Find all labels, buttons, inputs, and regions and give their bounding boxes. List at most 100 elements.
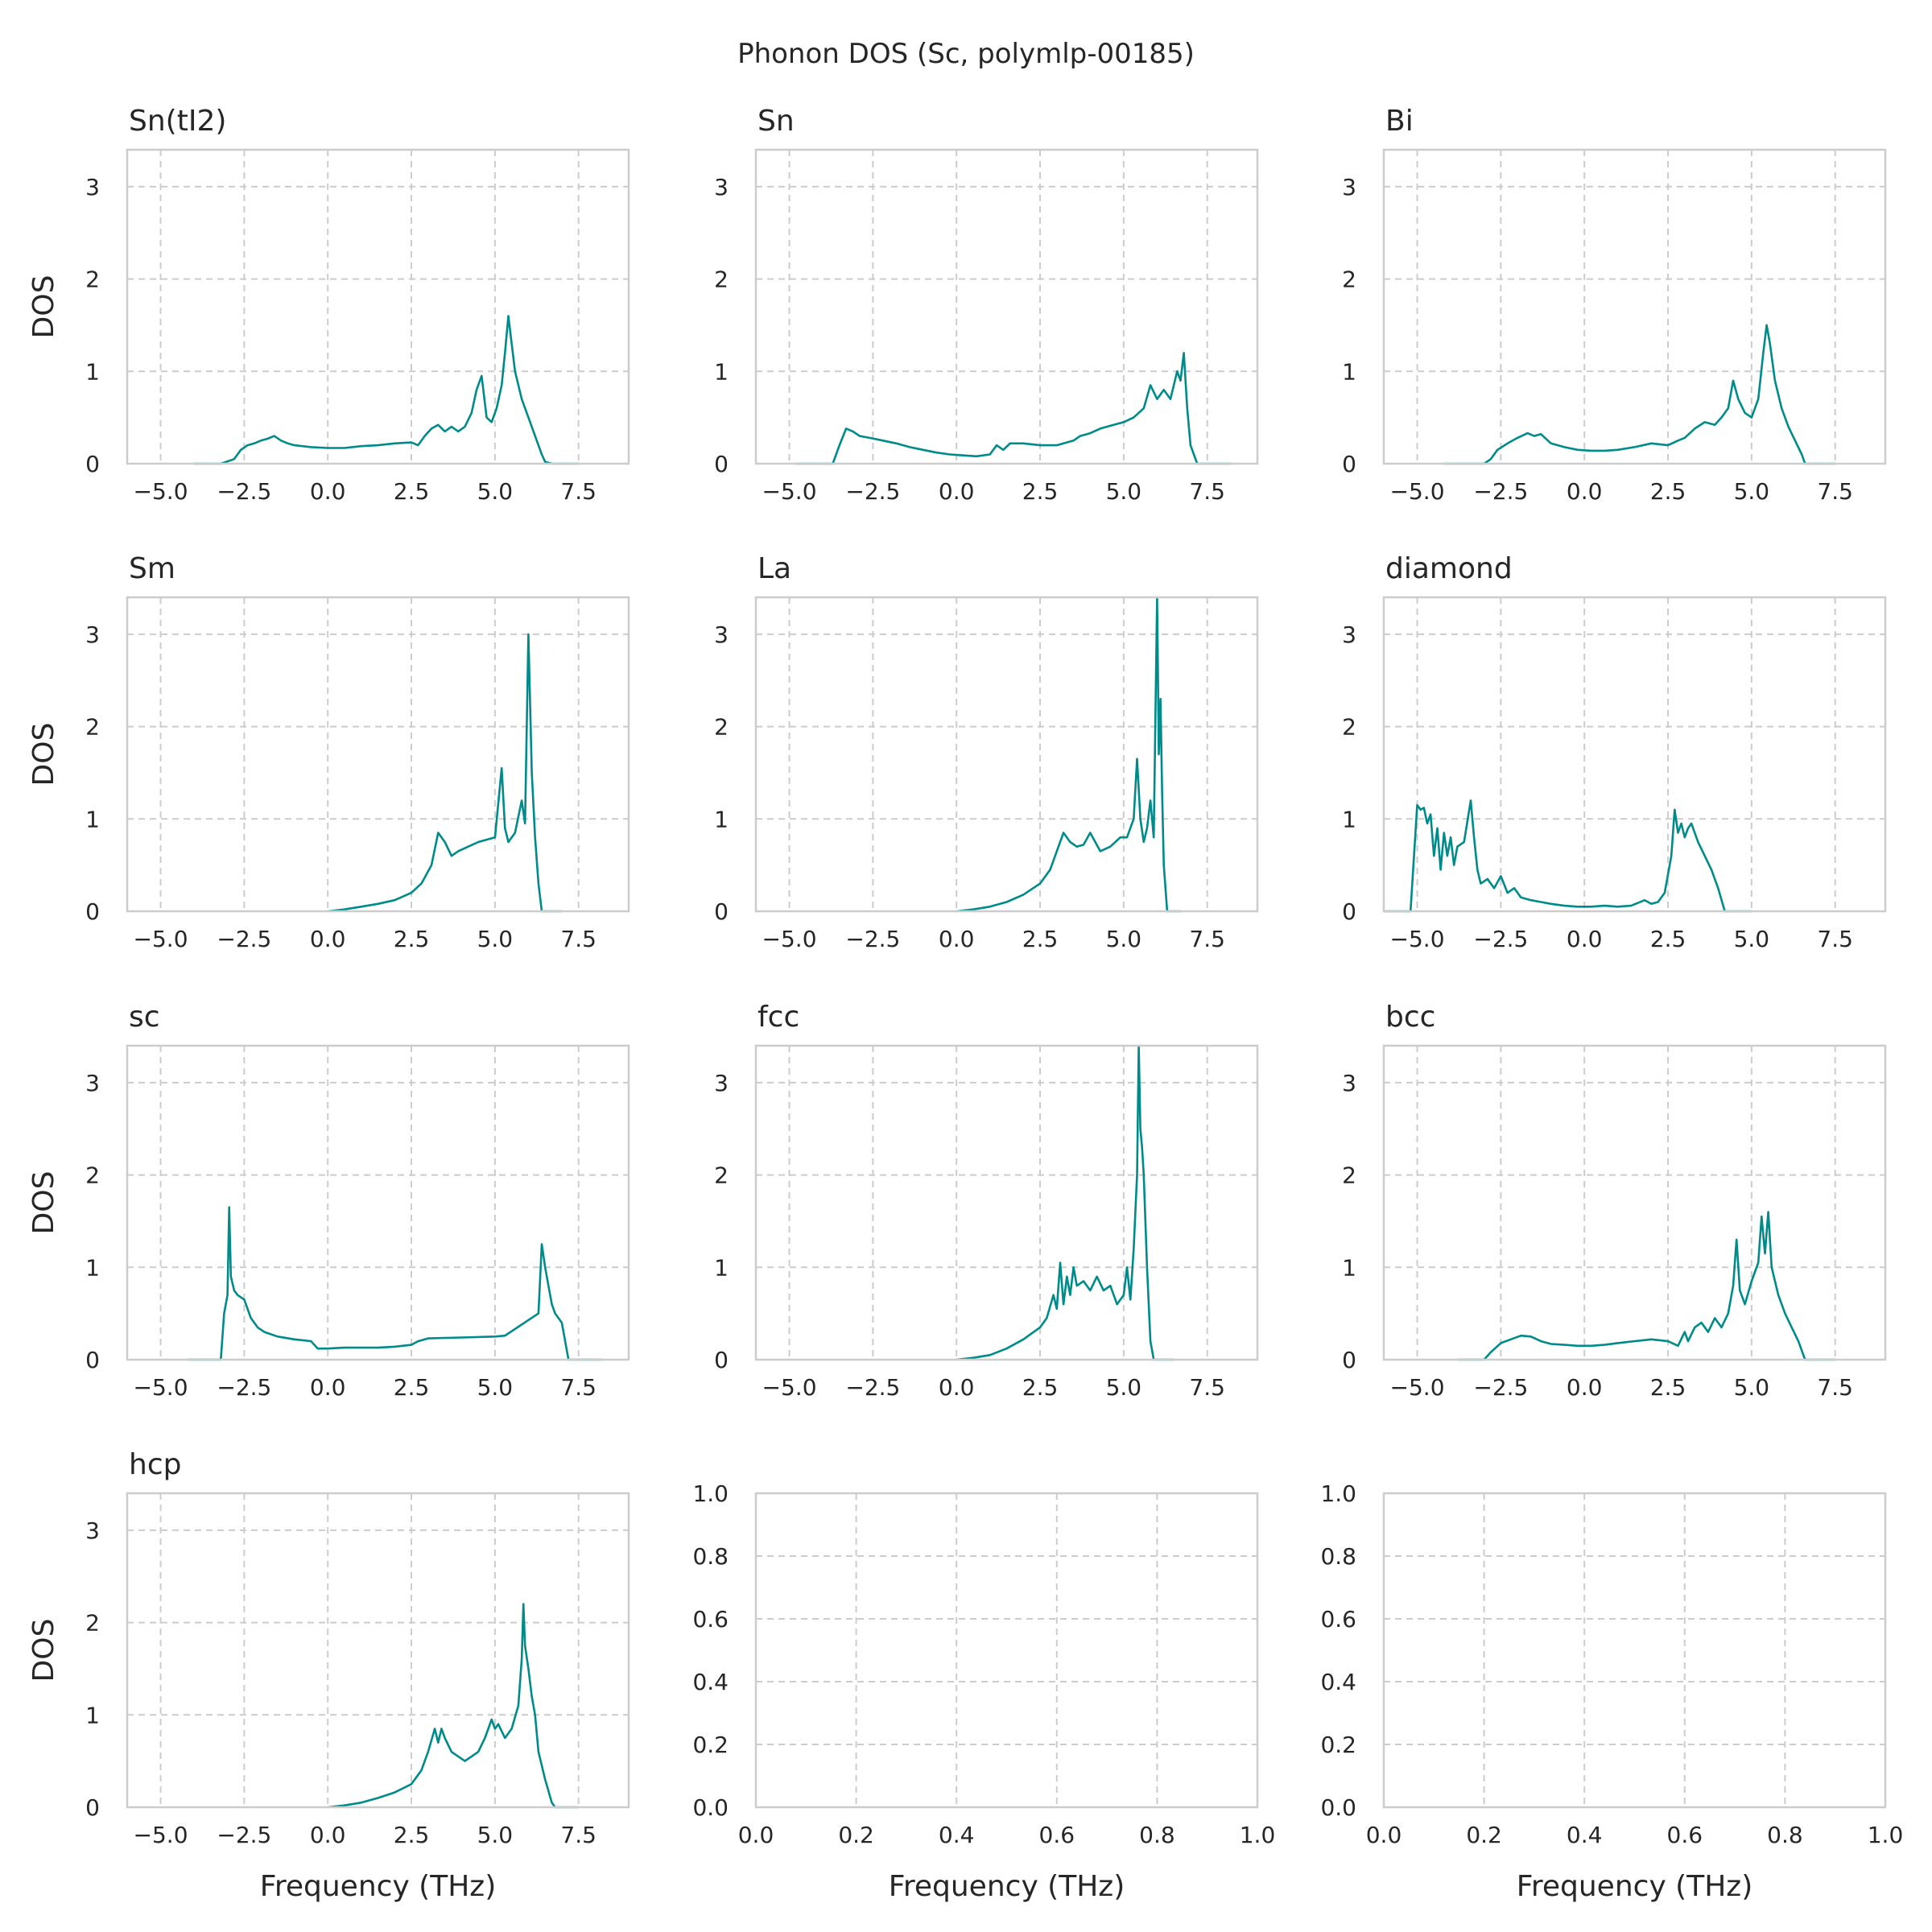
dos-series-line <box>1457 1211 1835 1361</box>
y-tick-label: 2 <box>1342 714 1356 741</box>
y-tick-label: 2 <box>85 266 100 293</box>
x-tick-label: 7.5 <box>1189 478 1225 505</box>
axes-frame <box>126 596 630 913</box>
y-tick-label: 3 <box>85 1517 100 1544</box>
y-tick-label: 0.8 <box>1320 1543 1356 1570</box>
axes-frame <box>126 1492 630 1809</box>
x-tick-label: 7.5 <box>560 926 597 952</box>
axes-frame <box>126 148 630 465</box>
x-tick-label: 2.5 <box>1022 1374 1059 1401</box>
x-tick-label: 2.5 <box>394 1374 430 1401</box>
x-tick-label: 2.5 <box>1650 1374 1686 1401</box>
y-tick-label: 0.2 <box>1320 1732 1356 1758</box>
y-tick-label: 0.4 <box>692 1669 729 1695</box>
x-tick-label: 2.5 <box>394 926 430 952</box>
x-tick-label: −5.0 <box>1390 1374 1445 1401</box>
dos-series-line <box>328 633 562 913</box>
subplot-2: −5.0 −2.5 0.0 2.5 5.0 7.5 0 1 2 3 Sn <box>714 105 1259 505</box>
axes-frame <box>754 148 1259 465</box>
dos-series-line <box>956 596 1181 913</box>
x-tick-label: 0.8 <box>1767 1822 1803 1848</box>
x-tick-label: 0.2 <box>838 1822 874 1848</box>
y-tick-label: 3 <box>1342 1070 1356 1096</box>
subplot-title: Sm <box>129 552 175 585</box>
y-tick-label: 1 <box>714 358 729 385</box>
x-tick-label: −2.5 <box>1473 1374 1528 1401</box>
x-tick-label: 2.5 <box>394 478 430 505</box>
dos-series-line <box>194 315 579 465</box>
x-tick-label: 0.0 <box>310 478 346 505</box>
x-tick-label: 5.0 <box>477 478 514 505</box>
x-tick-label: −2.5 <box>845 1374 900 1401</box>
x-tick-label: 0.0 <box>310 926 346 952</box>
y-tick-label: 1 <box>85 358 100 385</box>
x-tick-label: 7.5 <box>1189 1374 1225 1401</box>
x-tick-label: 0.0 <box>310 1374 346 1401</box>
x-tick-label: 5.0 <box>1106 1374 1142 1401</box>
y-tick-label: 0.8 <box>692 1543 729 1570</box>
y-tick-label: 0 <box>1342 898 1356 925</box>
x-tick-label: 2.5 <box>1022 478 1059 505</box>
axes-frame <box>754 596 1259 913</box>
y-tick-label: 0 <box>714 1347 729 1373</box>
y-tick-label: 0 <box>85 1794 100 1821</box>
x-tick-label: 5.0 <box>477 1374 514 1401</box>
y-tick-label: 3 <box>1342 174 1356 200</box>
x-tick-label: 0.0 <box>1567 1374 1603 1401</box>
y-axis-label: DOS <box>27 275 60 339</box>
x-tick-label: −5.0 <box>1390 478 1445 505</box>
x-tick-label: 2.5 <box>1650 926 1686 952</box>
y-tick-label: 0 <box>85 1347 100 1373</box>
y-tick-label: 1 <box>85 1702 100 1728</box>
x-tick-label: 0.0 <box>738 1822 774 1848</box>
axes-frame <box>1382 148 1887 465</box>
subplot-5: −5.0 −2.5 0.0 2.5 5.0 7.5 0 1 2 3 La <box>714 552 1259 952</box>
subplot-title: hcp <box>129 1448 181 1481</box>
y-tick-label: 3 <box>85 174 100 200</box>
axes-frame <box>754 1492 1259 1809</box>
x-tick-label: 0.0 <box>310 1822 346 1848</box>
x-tick-label: 0.6 <box>1039 1822 1075 1848</box>
dos-series-line <box>1443 324 1835 465</box>
figure-title: Phonon DOS (Sc, polymlp-00185) <box>737 38 1195 70</box>
x-tick-label: 7.5 <box>560 1374 597 1401</box>
y-tick-label: 0 <box>714 451 729 477</box>
subplot-title: bcc <box>1385 1001 1435 1034</box>
y-tick-label: 1.0 <box>692 1480 729 1507</box>
x-tick-label: −5.0 <box>134 478 188 505</box>
x-tick-label: 7.5 <box>1189 926 1225 952</box>
dos-series-line <box>187 1206 602 1361</box>
x-tick-label: 7.5 <box>1817 478 1853 505</box>
subplot-title: Bi <box>1385 105 1414 138</box>
subplot-12: 0.0 0.2 0.4 0.6 0.8 1.0 0.0 0.2 0.4 0.6 0.8 1.0 Freq… <box>1320 1480 1903 1903</box>
y-tick-label: 0 <box>1342 1347 1356 1373</box>
y-tick-label: 0.0 <box>692 1794 729 1821</box>
x-tick-label: −5.0 <box>762 478 817 505</box>
y-tick-label: 2 <box>1342 266 1356 293</box>
x-tick-label: 0.4 <box>939 1822 975 1848</box>
y-tick-label: 2 <box>1342 1162 1356 1189</box>
x-tick-label: 0.0 <box>1567 926 1603 952</box>
x-tick-label: −2.5 <box>845 926 900 952</box>
x-tick-label: −5.0 <box>762 926 817 952</box>
x-tick-label: 0.0 <box>939 1374 975 1401</box>
x-axis-label: Frequency (THz) <box>889 1870 1125 1903</box>
y-tick-label: 2 <box>85 1610 100 1637</box>
x-tick-label: −2.5 <box>1473 478 1528 505</box>
subplot-11: 0.0 0.2 0.4 0.6 0.8 1.0 0.0 0.2 0.4 0.6 0.8 1.0 Freq… <box>692 1480 1275 1903</box>
dos-series-line <box>1384 799 1752 913</box>
x-tick-label: −5.0 <box>762 1374 817 1401</box>
x-tick-label: −2.5 <box>217 478 271 505</box>
subplot-7: −5.0 −2.5 0.0 2.5 5.0 7.5 0 1 2 3 sc DOS <box>27 1001 630 1401</box>
axes-frame <box>1382 596 1887 913</box>
subplot-4: −5.0 −2.5 0.0 2.5 5.0 7.5 0 1 2 3 Sm DOS <box>27 552 630 952</box>
x-tick-label: 5.0 <box>1106 926 1142 952</box>
x-tick-label: −2.5 <box>217 1822 271 1848</box>
x-tick-label: −5.0 <box>134 1374 188 1401</box>
subplot-10: −5.0 −2.5 0.0 2.5 5.0 7.5 0 1 2 3 hcp DOS Frequency … <box>27 1448 630 1903</box>
y-tick-label: 2 <box>714 1162 729 1189</box>
subplot-8: −5.0 −2.5 0.0 2.5 5.0 7.5 0 1 2 3 fcc <box>714 1001 1259 1401</box>
x-tick-label: −2.5 <box>845 478 900 505</box>
y-tick-label: 1 <box>714 806 729 832</box>
